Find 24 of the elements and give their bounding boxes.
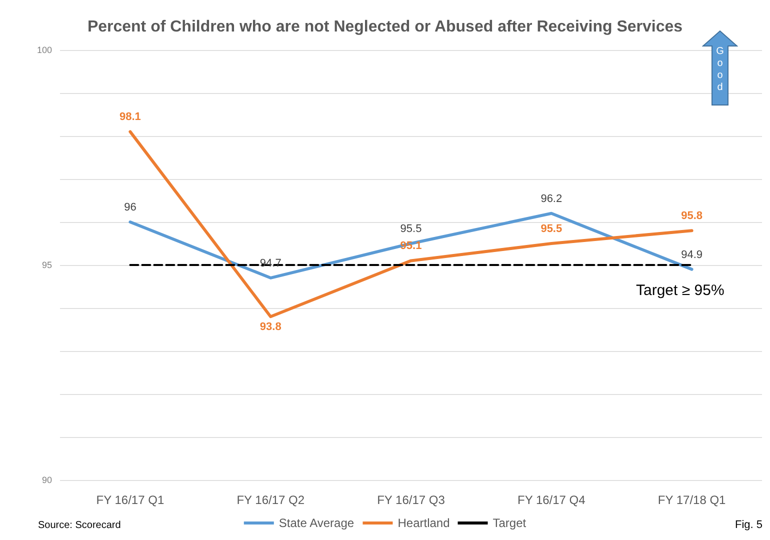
y-tick-label: 90 [42,475,52,485]
legend-label: State Average [278,516,354,530]
x-tick-label: FY 16/17 Q1 [96,493,164,507]
x-tick-label: FY 17/18 Q1 [658,493,726,507]
legend-label: Heartland [398,516,450,530]
annotation: Target ≥ 95% [636,282,724,299]
data-label: 94.9 [681,248,703,261]
data-label: 95.5 [540,223,562,235]
y-tick-label: 100 [36,45,52,55]
data-label: 96 [124,202,136,214]
caption: Fig. 5 [735,519,763,531]
source-note: Source: Scorecard [38,520,121,531]
data-label: 95.8 [681,210,703,222]
x-tick-label: FY 16/17 Q2 [236,493,305,507]
chart-title: Percent of Children who are not Neglected or Abused after Receiving Services [87,18,683,36]
legend-label: Target [492,516,527,530]
y-tick-label: 95 [42,260,52,270]
x-tick-label: FY 16/17 Q4 [517,493,586,507]
annotation: Good [715,46,725,94]
data-label: 98.1 [119,111,141,124]
data-label: 93.8 [260,321,282,334]
x-tick-label: FY 16/17 Q3 [377,493,446,507]
data-label: 95.5 [400,223,422,235]
data-label: 96.2 [540,192,562,205]
